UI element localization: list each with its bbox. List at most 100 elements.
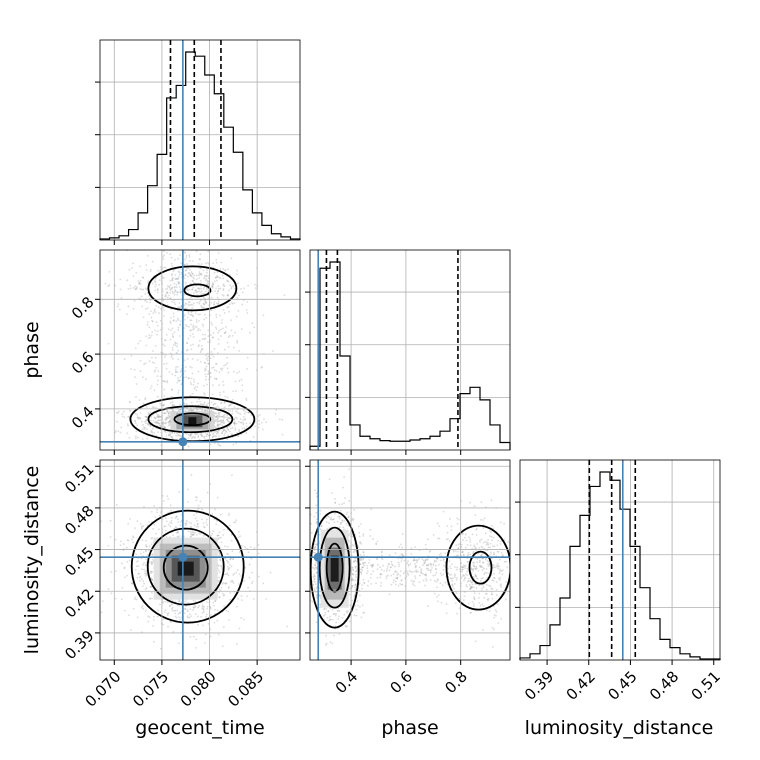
sample-point [210, 301, 213, 304]
sample-point [316, 495, 318, 498]
sample-point [237, 597, 239, 600]
sample-point [137, 342, 140, 345]
sample-point [146, 307, 149, 310]
sample-point [312, 583, 315, 586]
sample-point [385, 577, 388, 580]
sample-point [169, 292, 172, 294]
sample-point [150, 316, 153, 319]
sample-point [170, 620, 173, 623]
sample-point [400, 583, 403, 586]
sample-point [144, 308, 147, 310]
sample-point [239, 418, 242, 420]
sample-point [278, 571, 280, 573]
sample-point [150, 570, 152, 573]
sample-point [140, 552, 142, 555]
sample-point [376, 540, 379, 543]
sample-point [177, 270, 180, 273]
sample-point [161, 423, 164, 426]
sample-point [218, 423, 221, 426]
sample-point [482, 586, 485, 588]
sample-point [211, 336, 214, 339]
sample-point [206, 383, 208, 386]
sample-point [229, 284, 232, 287]
sample-point [204, 313, 206, 316]
sample-point [235, 422, 238, 425]
sample-point [144, 574, 147, 577]
sample-point [169, 338, 172, 341]
sample-point [313, 515, 316, 518]
sample-point [185, 256, 188, 259]
sample-point [481, 577, 484, 579]
sample-point [230, 319, 232, 322]
sample-point [144, 299, 146, 302]
sample-point [144, 570, 147, 573]
sample-point [134, 435, 137, 438]
sample-point [218, 550, 220, 553]
sample-point [203, 401, 206, 404]
sample-point [221, 367, 224, 370]
sample-point [217, 534, 219, 537]
sample-point [466, 574, 469, 577]
sample-point [209, 372, 212, 374]
sample-point [497, 551, 500, 553]
sample-point [217, 343, 220, 345]
sample-point [336, 610, 339, 612]
sample-point [222, 429, 225, 432]
sample-point [380, 550, 383, 553]
sample-point [375, 557, 378, 560]
sample-point [310, 513, 312, 516]
sample-point [184, 524, 187, 527]
sample-point [171, 290, 174, 293]
sample-point [198, 398, 200, 401]
sample-point [434, 568, 437, 571]
sample-point [189, 319, 192, 322]
sample-point [260, 366, 263, 369]
sample-point [209, 628, 212, 631]
sample-point [475, 568, 477, 570]
sample-point [300, 498, 302, 500]
sample-point [452, 550, 455, 553]
sample-point [216, 296, 219, 299]
sample-point [136, 424, 139, 427]
sample-point [149, 598, 151, 600]
sample-point [229, 558, 232, 561]
sample-point [488, 610, 491, 612]
sample-point [439, 572, 442, 575]
panel-geocent_time-phase [94, 250, 286, 448]
sample-point [144, 549, 147, 552]
sample-point [222, 391, 225, 393]
sample-point [127, 424, 130, 427]
sample-point [515, 546, 517, 548]
sample-point [216, 424, 219, 427]
sample-point [150, 430, 153, 433]
sample-point [334, 501, 337, 504]
sample-point [351, 577, 354, 580]
sample-point [145, 543, 147, 546]
sample-point [141, 605, 144, 607]
sample-point [219, 420, 222, 423]
sample-point [134, 420, 137, 422]
sample-point [213, 518, 216, 521]
sample-point [178, 282, 181, 284]
density-layer [94, 250, 517, 650]
sample-point [217, 580, 220, 583]
sample-point [94, 291, 96, 293]
sample-point [200, 306, 203, 309]
sample-point [220, 432, 223, 435]
sample-point [207, 329, 210, 332]
sample-point [180, 271, 183, 274]
sample-point [436, 579, 439, 582]
sample-point [226, 396, 229, 399]
sample-point [243, 579, 246, 582]
sample-point [189, 435, 192, 437]
sample-point [205, 302, 207, 304]
sample-point [481, 546, 484, 549]
sample-point [166, 410, 169, 412]
sample-point [227, 371, 230, 374]
sample-point [225, 559, 228, 562]
sample-point [211, 285, 214, 288]
sample-point [466, 567, 469, 570]
sample-point [216, 431, 219, 433]
contour [146, 527, 225, 606]
sample-point [226, 438, 229, 440]
